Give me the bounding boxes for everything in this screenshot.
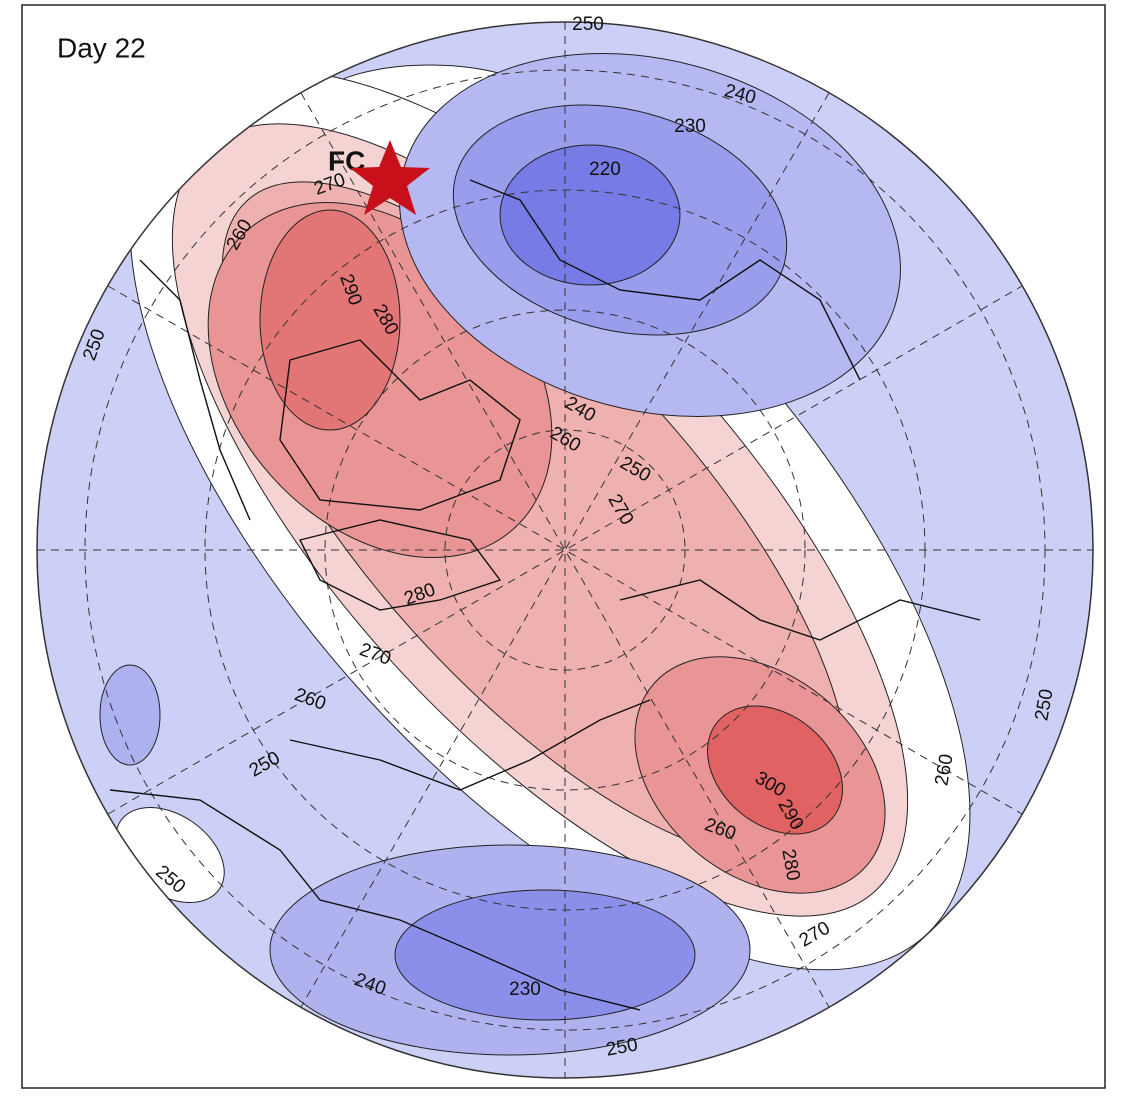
contour-label: 230 [674,116,706,137]
title: Day 22 [57,32,146,63]
contour-label: 250 [572,14,604,35]
star-marker [350,140,430,215]
contour-label: 230 [509,979,541,1000]
coastlines [109,179,981,1011]
contour-label: 220 [589,159,621,180]
map-edge [36,21,1094,1079]
graticule [37,22,1093,1078]
